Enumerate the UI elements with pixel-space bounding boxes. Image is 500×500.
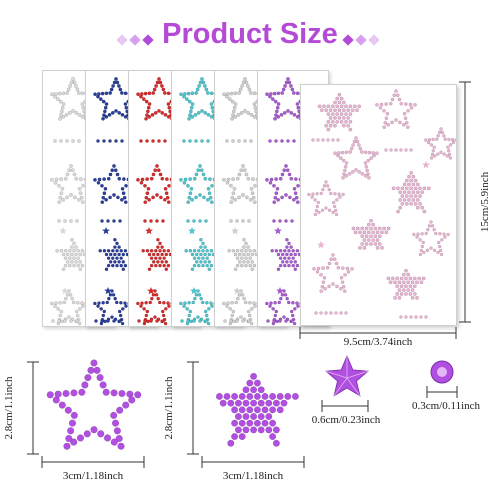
outline-star-rhinestone-icon: [46, 359, 142, 450]
outline-star-width-line: [41, 456, 145, 468]
sheet-width-label: 9.5cm/3.74inch: [343, 336, 413, 348]
star-gem-icon: [325, 354, 369, 397]
sticker-sheet-pink: [300, 84, 457, 326]
filled-star-width-line: [201, 456, 305, 468]
outline-star-width-label: 3cm/1.18inch: [62, 470, 124, 482]
round-gem-icon: [430, 360, 454, 384]
title-banner: Product Size: [0, 8, 500, 58]
outline-star-height-label: 2.8cm/1.1inch: [3, 376, 15, 440]
width-dimension-line: [299, 327, 457, 339]
filled-star-rhinestone-icon: [215, 372, 299, 447]
filled-star-height-line: [187, 361, 199, 455]
filled-star-width-label: 3cm/1.18inch: [222, 470, 284, 482]
star-gem-size-label: 0.6cm/0.23inch: [311, 414, 381, 426]
sheet-height-label: 15cm/5.9inch: [479, 171, 491, 233]
round-gem-size-label: 0.3cm/0.11inch: [411, 400, 481, 412]
outline-star-height-line: [27, 361, 39, 455]
filled-star-height-label: 2.8cm/1.1inch: [163, 376, 175, 440]
height-dimension-line: [459, 81, 471, 323]
round-gem-width-line: [426, 386, 458, 398]
page-title: Product Size: [162, 18, 338, 50]
star-gem-width-line: [321, 400, 369, 412]
